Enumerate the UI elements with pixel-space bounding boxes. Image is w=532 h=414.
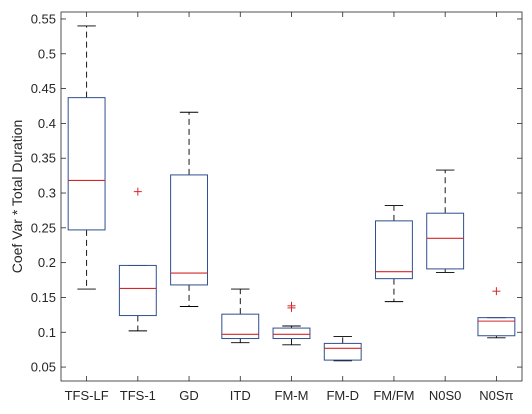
y-tick-label: 0.55 (31, 11, 56, 26)
y-axis-ticks: 0.05 0.1 0.15 0.2 0.25 0.3 0.35 0.4 0.45 0.5 0.55 (31, 11, 522, 375)
x-tick-label: FM-D (326, 388, 359, 403)
box-group (67, 25, 106, 290)
x-tick-label: FM-M (275, 388, 309, 403)
x-tick-label: ITD (230, 388, 251, 403)
box-iqr (323, 342, 362, 361)
y-tick-label: 0.2 (38, 255, 56, 270)
y-tick-label: 0.15 (31, 290, 56, 305)
box-iqr (272, 327, 311, 340)
box-group (221, 288, 260, 344)
x-tick-label: GD (179, 388, 199, 403)
y-tick-label: 0.4 (38, 116, 56, 131)
y-tick-label: 0.05 (31, 360, 56, 375)
boxes-layer (67, 25, 516, 362)
y-axis-label: Coef Var * Total Duration (9, 120, 25, 274)
outlier-marker (287, 301, 296, 310)
box-group (272, 301, 311, 346)
box-group (375, 205, 413, 303)
box-group (323, 335, 362, 362)
y-tick-label: 0.25 (31, 220, 56, 235)
y-tick-label: 0.35 (31, 151, 56, 166)
box-group (477, 287, 516, 339)
x-tick-label: TFS-1 (120, 388, 156, 403)
box-iqr (477, 317, 516, 337)
y-tick-label: 0.1 (38, 325, 56, 340)
box-iqr (170, 174, 208, 286)
y-tick-label: 0.45 (31, 81, 56, 96)
y-tick-label: 0.5 (38, 46, 56, 61)
outlier-marker (492, 287, 501, 296)
x-tick-label: N0S0 (429, 388, 462, 403)
box-iqr (67, 97, 106, 231)
x-axis-ticks: TFS-LF TFS-1 GD ITD FM-M FM-D FM/FM N0S0 N0Sπ (65, 12, 514, 403)
box-iqr (375, 220, 413, 280)
outlier-marker (133, 187, 142, 196)
box-iqr (118, 264, 157, 317)
box-group (426, 169, 465, 273)
x-tick-label: N0Sπ (479, 388, 513, 403)
box-group (170, 111, 208, 307)
box-iqr (426, 212, 465, 270)
box-group (118, 187, 157, 332)
x-tick-label: TFS-LF (65, 388, 109, 403)
x-tick-label: FM/FM (373, 388, 414, 403)
y-tick-label: 0.3 (38, 186, 56, 201)
box-iqr (221, 313, 260, 340)
